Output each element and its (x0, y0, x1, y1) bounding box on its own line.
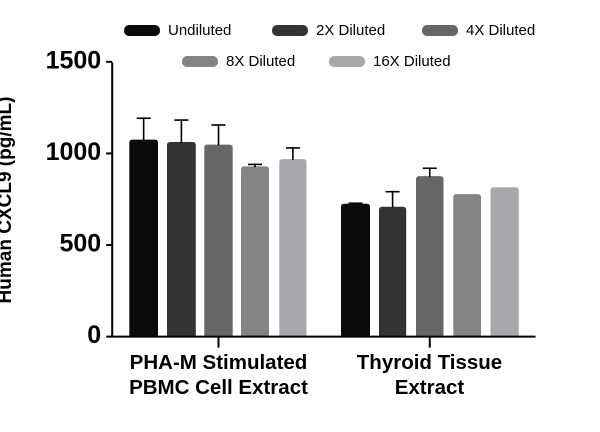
svg-text:500: 500 (59, 230, 101, 258)
svg-text:1000: 1000 (46, 138, 102, 166)
svg-text:1500: 1500 (46, 46, 102, 74)
svg-text:0: 0 (87, 321, 101, 349)
